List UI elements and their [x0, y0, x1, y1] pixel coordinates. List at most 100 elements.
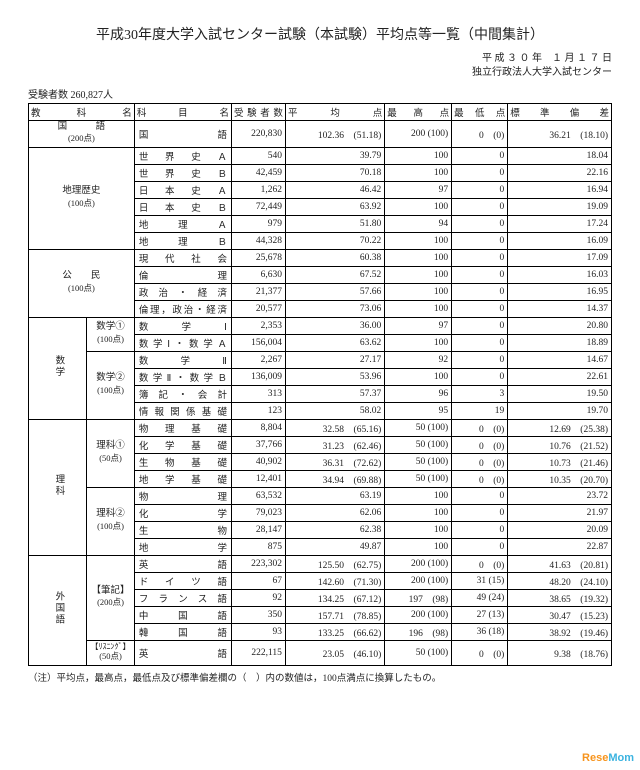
- subject-name: 理科: [52, 474, 63, 497]
- avg-cell: 62.38: [285, 521, 384, 538]
- subject-gaikokugo: 外国語: [29, 555, 87, 665]
- subject-name: 数学: [52, 355, 63, 378]
- page-title: 平成30年度大学入試センター試験（本試験）平均点等一覧（中間集計）: [28, 24, 612, 44]
- subject-suugaku: 数学: [29, 317, 87, 419]
- min-cell: 0: [452, 147, 508, 164]
- subject-name: 公 民: [62, 271, 100, 281]
- min-cell: 31 (15): [452, 572, 508, 589]
- max-cell: 100: [385, 164, 452, 181]
- item-cell: 物理基礎: [134, 419, 231, 436]
- table-row: 外国語 【筆記】 (200点) 英語223,302125.50 (62.75)2…: [29, 555, 612, 572]
- num-cell: 44,328: [231, 232, 285, 249]
- num-cell: 123: [231, 402, 285, 419]
- sd-cell: 23.72: [508, 487, 612, 504]
- sd-cell: 22.16: [508, 164, 612, 181]
- subject-name: 地理歴史: [62, 186, 100, 196]
- item-cell: 世界史Ａ: [134, 147, 231, 164]
- th-avg: 平 均 点: [285, 104, 384, 121]
- item-cell: 韓国語: [134, 623, 231, 640]
- max-cell: 100: [385, 147, 452, 164]
- item-cell: 中国語: [134, 606, 231, 623]
- item-cell: 倫理: [134, 266, 231, 283]
- sd-cell: 22.87: [508, 538, 612, 555]
- max-cell: 92: [385, 351, 452, 368]
- avg-cell: 70.22: [285, 232, 384, 249]
- date-line-1: 平 成 ３ ０ 年 １ 月 １ ７ 日: [28, 52, 612, 66]
- max-cell: 97: [385, 317, 452, 334]
- num-cell: 42,459: [231, 164, 285, 181]
- num-cell: 2,353: [231, 317, 285, 334]
- max-cell: 100: [385, 521, 452, 538]
- avg-cell: 39.79: [285, 147, 384, 164]
- subject-chireki: 地理歴史 (100点): [29, 147, 135, 249]
- sd-cell: 18.04: [508, 147, 612, 164]
- group-ri2: 理科② (100点): [87, 487, 135, 555]
- min-cell: 0: [452, 164, 508, 181]
- th-sd: 標 準 偏 差: [508, 104, 612, 121]
- table-row: 国 語 (200点) 国語 220,830 102.36 (51.18) 200…: [29, 121, 612, 148]
- sd-cell: 10.73 (21.46): [508, 453, 612, 470]
- group-pts: (50点): [99, 651, 122, 661]
- item-cell: 現代社会: [134, 249, 231, 266]
- sd-cell: 16.03: [508, 266, 612, 283]
- item-cell: 国語: [134, 121, 231, 148]
- group-listen: 【ﾘｽﾆﾝｸﾞ】 (50点): [87, 640, 135, 665]
- sd-cell: 20.09: [508, 521, 612, 538]
- sd-cell: 30.47 (15.23): [508, 606, 612, 623]
- item-cell: 日本史Ａ: [134, 181, 231, 198]
- num-cell: 1,262: [231, 181, 285, 198]
- min-cell: 49 (24): [452, 589, 508, 606]
- group-name: 理科②: [89, 509, 132, 520]
- item-cell: 数学Ⅱ: [134, 351, 231, 368]
- avg-cell: 67.52: [285, 266, 384, 283]
- sd-cell: 16.95: [508, 283, 612, 300]
- max-cell: 100: [385, 487, 452, 504]
- min-cell: 36 (18): [452, 623, 508, 640]
- max-cell: 200 (100): [385, 121, 452, 148]
- avg-cell: 60.38: [285, 249, 384, 266]
- min-cell: 0: [452, 317, 508, 334]
- sd-cell: 41.63 (20.81): [508, 555, 612, 572]
- num-cell: 79,023: [231, 504, 285, 521]
- th-min: 最低点: [452, 104, 508, 121]
- min-cell: 0 (0): [452, 121, 508, 148]
- max-cell: 50 (100): [385, 419, 452, 436]
- item-cell: 化学基礎: [134, 436, 231, 453]
- watermark: ReseMom: [582, 752, 634, 764]
- avg-cell: 134.25 (67.12): [285, 589, 384, 606]
- num-cell: 350: [231, 606, 285, 623]
- sd-cell: 36.21 (18.10): [508, 121, 612, 148]
- avg-cell: 23.05 (46.10): [285, 640, 384, 665]
- item-cell: 地理Ａ: [134, 215, 231, 232]
- avg-cell: 63.19: [285, 487, 384, 504]
- max-cell: 100: [385, 300, 452, 317]
- max-cell: 200 (100): [385, 555, 452, 572]
- item-cell: 生物基礎: [134, 453, 231, 470]
- num-cell: 136,009: [231, 368, 285, 385]
- min-cell: 27 (13): [452, 606, 508, 623]
- num-cell: 37,766: [231, 436, 285, 453]
- item-cell: 地理Ｂ: [134, 232, 231, 249]
- item-cell: 数学Ⅰ・数学Ａ: [134, 334, 231, 351]
- item-cell: 生物: [134, 521, 231, 538]
- th-examinees: 受験者数: [231, 104, 285, 121]
- item-cell: 数学Ⅰ: [134, 317, 231, 334]
- table-row: 【ﾘｽﾆﾝｸﾞ】 (50点) 英語222,11523.05 (46.10)50 …: [29, 640, 612, 665]
- max-cell: 100: [385, 232, 452, 249]
- subject-pts: (100点): [68, 198, 95, 208]
- sd-cell: 9.38 (18.76): [508, 640, 612, 665]
- min-cell: 0: [452, 334, 508, 351]
- num-cell: 156,004: [231, 334, 285, 351]
- date-block: 平 成 ３ ０ 年 １ 月 １ ７ 日 独立行政法人大学入試センター: [28, 52, 612, 80]
- footnote: （注）平均点，最高点，最低点及び標準偏差欄の（ ）内の数値は，100点満点に換算…: [28, 670, 612, 684]
- min-cell: 19: [452, 402, 508, 419]
- num-cell: 2,267: [231, 351, 285, 368]
- subject-pts: (100点): [68, 283, 95, 293]
- avg-cell: 125.50 (62.75): [285, 555, 384, 572]
- date-line-2: 独立行政法人大学入試センター: [28, 66, 612, 80]
- watermark-rese: Rese: [582, 752, 608, 764]
- sd-cell: 12.69 (25.38): [508, 419, 612, 436]
- item-cell: 政治・経済: [134, 283, 231, 300]
- num-cell: 220,830: [231, 121, 285, 148]
- min-cell: 0: [452, 266, 508, 283]
